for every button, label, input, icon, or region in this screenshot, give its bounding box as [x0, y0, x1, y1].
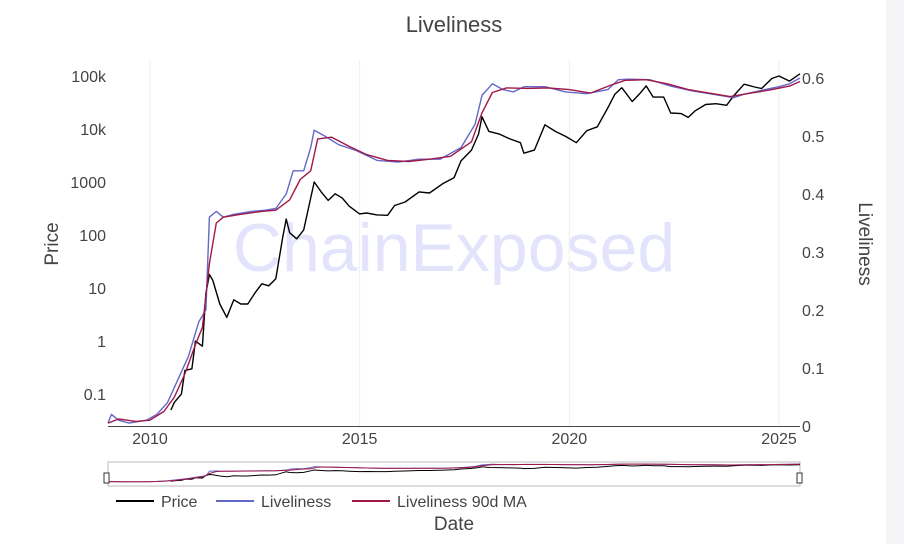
axes: 0.1 1 10 100 1000 10k 100k 0 0.1 0.2 0.3 0.4 0.5 0.6 2… — [70, 69, 824, 448]
range-slider-right-handle[interactable] — [796, 472, 803, 484]
legend-label: Liveliness — [261, 494, 331, 511]
y-tick-label-right: 0.6 — [802, 71, 824, 88]
plot-area[interactable] — [107, 73, 801, 424]
x-axis-label: Date — [434, 514, 474, 535]
y-axis-label-left: Price — [42, 222, 63, 265]
y-tick-label-left: 100k — [71, 69, 107, 86]
range-slider[interactable] — [103, 461, 803, 487]
y-tick-label-left: 100 — [79, 228, 106, 245]
y-tick-label-left: 1 — [97, 334, 106, 351]
range-slider-track[interactable] — [107, 461, 801, 487]
legend-item-liveliness-90d-ma[interactable]: Liveliness 90d MA — [352, 494, 527, 511]
watermark: ChainExposed — [233, 210, 675, 286]
y-axis-label-right: Liveliness — [854, 202, 875, 285]
grid — [149, 60, 780, 426]
x-tick-label: 2020 — [552, 431, 588, 448]
y-tick-label-left: 1000 — [70, 175, 106, 192]
series-line-liveliness-90d-ma[interactable] — [107, 79, 801, 424]
x-tick-label: 2025 — [761, 431, 797, 448]
y-tick-label-right: 0.2 — [802, 303, 824, 320]
range-slider-left-handle[interactable] — [103, 472, 110, 484]
y-tick-label-left: 10k — [80, 122, 107, 139]
y-tick-label-right: 0.3 — [802, 245, 824, 262]
right-edge-strip — [886, 0, 904, 544]
legend-label: Liveliness 90d MA — [397, 494, 527, 511]
y-tick-label-right: 0.1 — [802, 361, 824, 378]
legend: Price Liveliness Liveliness 90d MA — [116, 494, 527, 511]
series-line-price[interactable] — [170, 73, 801, 411]
legend-item-liveliness[interactable]: Liveliness — [216, 494, 331, 511]
range-slider-preview — [107, 463, 801, 483]
y-tick-label-right: 0 — [802, 419, 811, 436]
y-tick-label-left: 10 — [88, 281, 106, 298]
legend-item-price[interactable]: Price — [116, 494, 198, 511]
y-tick-label-right: 0.4 — [802, 187, 824, 204]
x-tick-label: 2015 — [342, 431, 378, 448]
series-line-liveliness-90d-ma-preview — [107, 463, 801, 483]
y-tick-label-left: 0.1 — [84, 387, 106, 404]
x-tick-label: 2010 — [132, 431, 168, 448]
chart-title: Liveliness — [406, 12, 503, 37]
series-line-price-preview — [170, 464, 801, 482]
legend-label: Price — [161, 494, 198, 511]
y-tick-label-right: 0.5 — [802, 129, 824, 146]
